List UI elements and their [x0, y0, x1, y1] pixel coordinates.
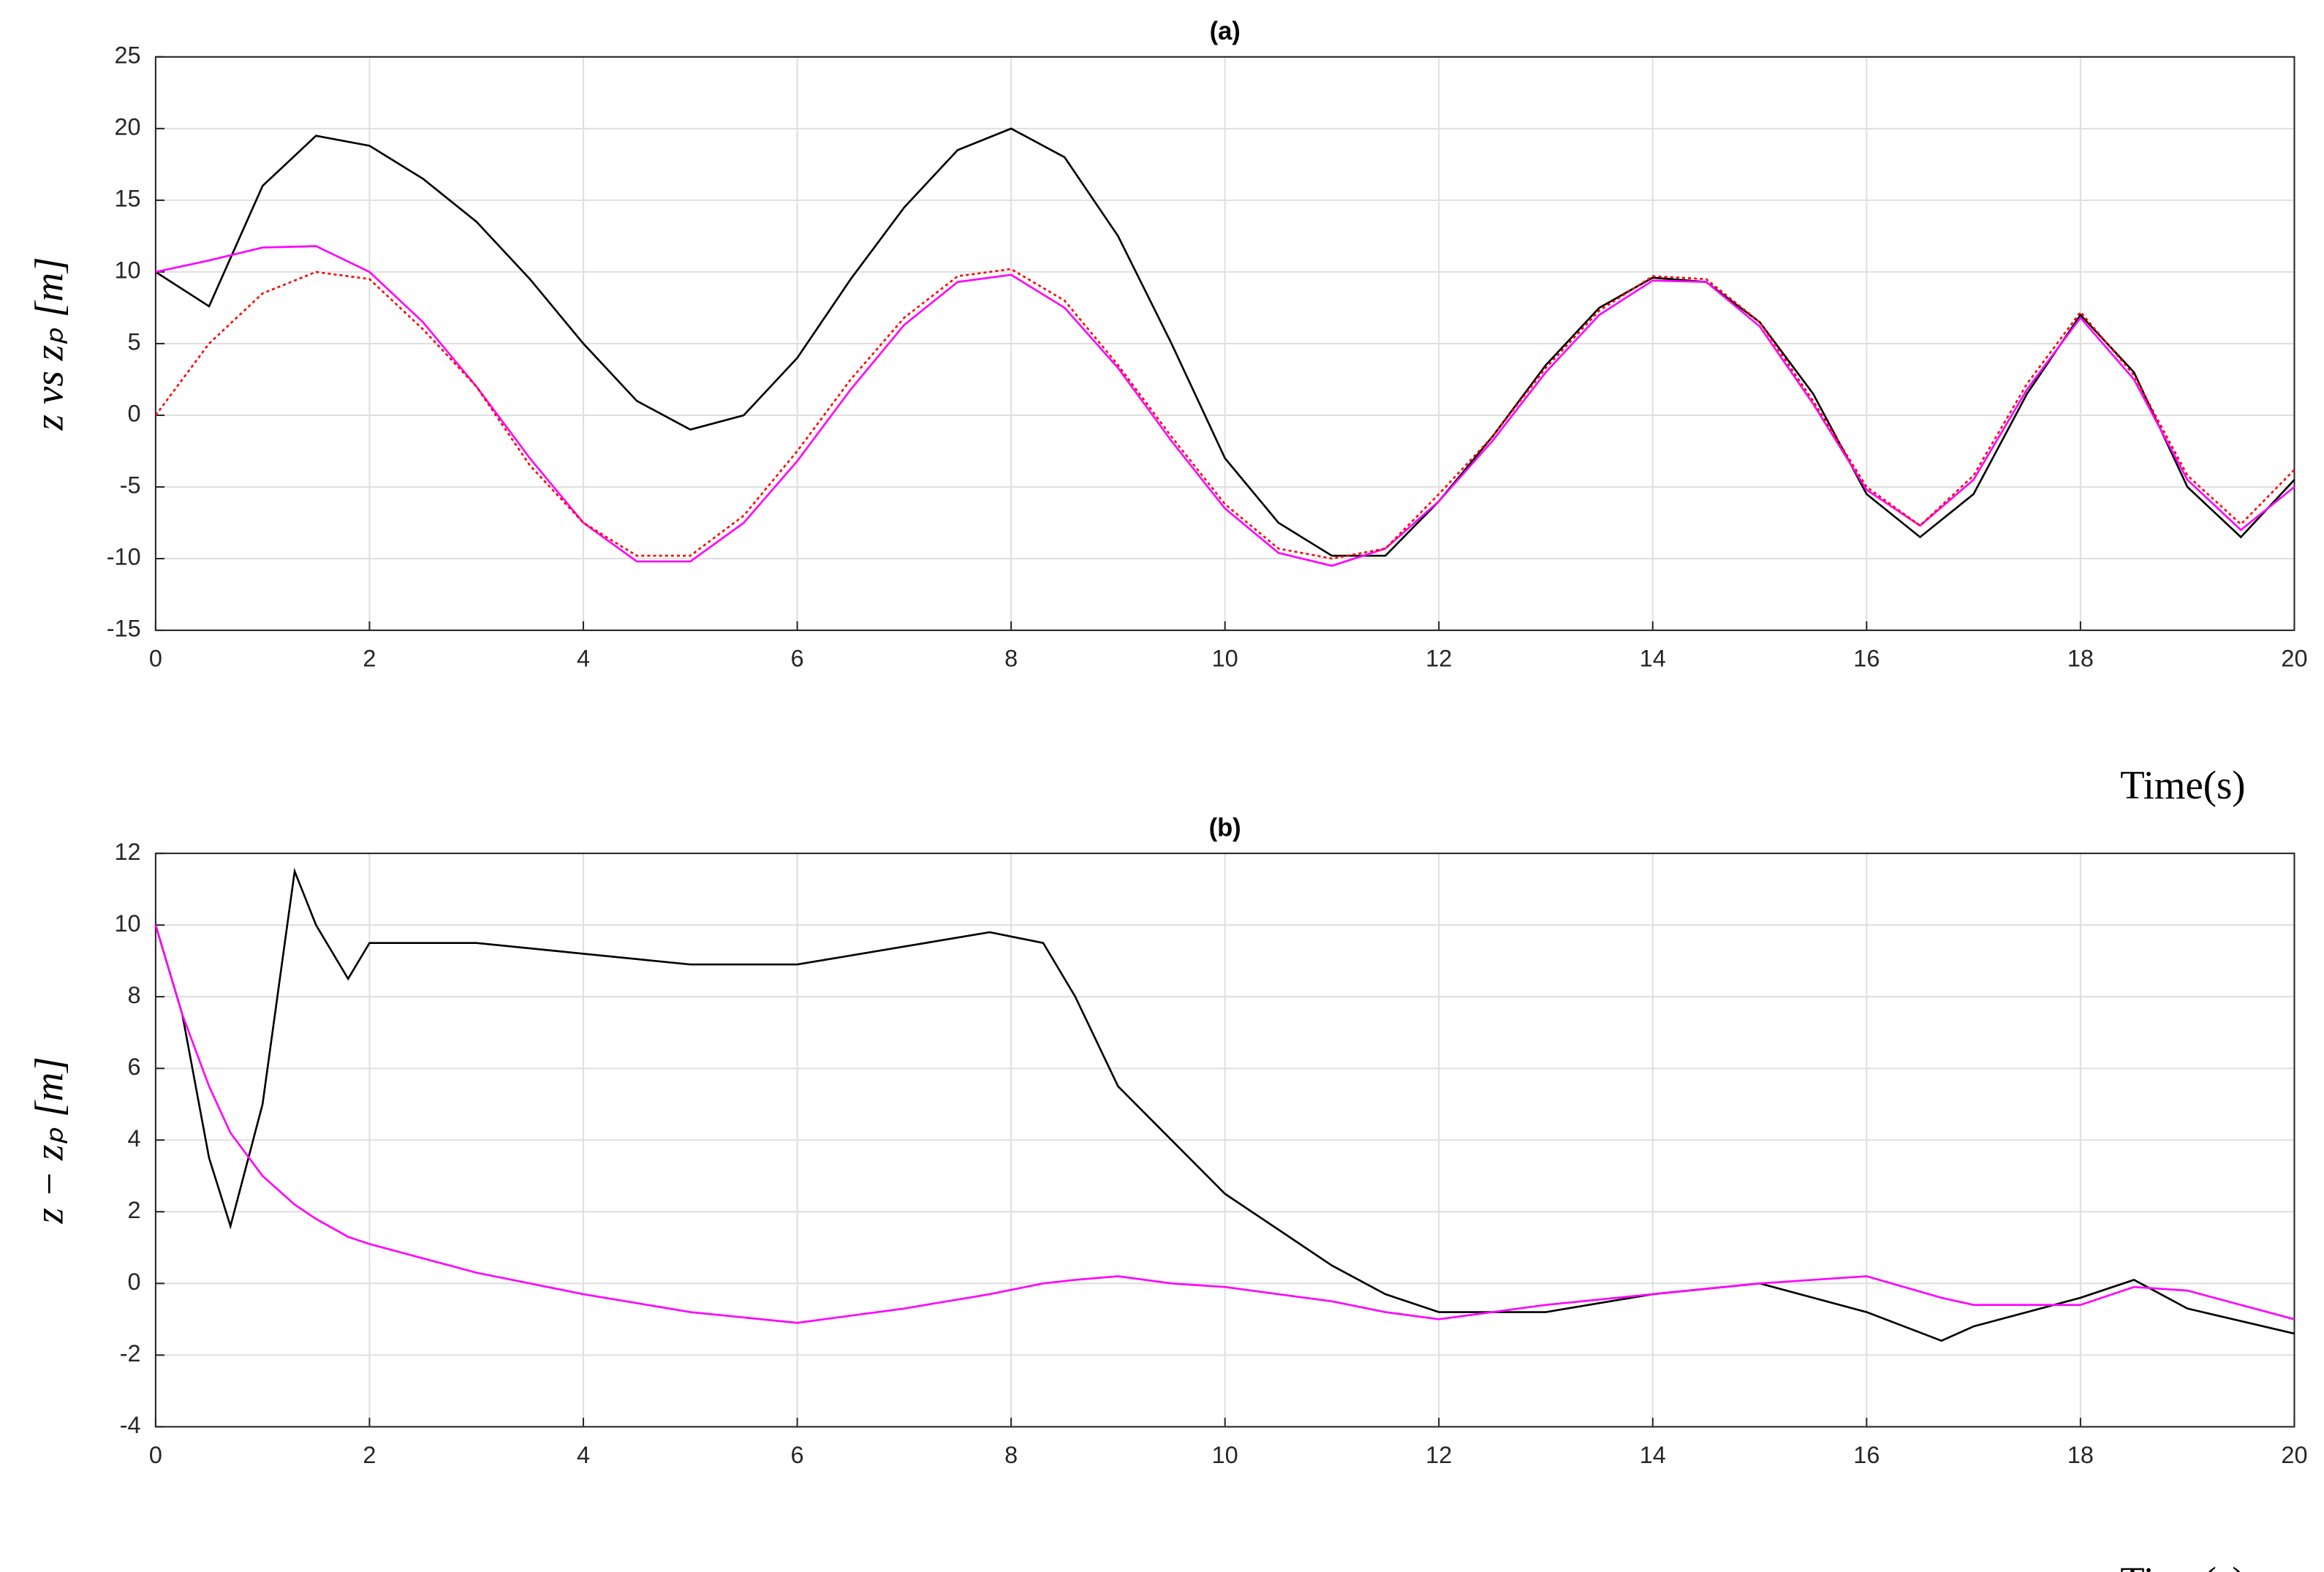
x-tick-label: 0	[149, 645, 162, 672]
data-line	[155, 127, 2295, 557]
y-tick-label: -2	[120, 1339, 141, 1367]
x-tick-label: 2	[363, 645, 376, 672]
y-tick-label: 6	[128, 1053, 141, 1080]
x-tick-label: 10	[1212, 1441, 1238, 1468]
y-tick-label: 5	[128, 328, 141, 355]
x-tick-label: 6	[791, 1441, 804, 1468]
x-tick-label: 0	[149, 1441, 162, 1468]
x-tick-label: 12	[1426, 645, 1452, 672]
x-tick-label: 20	[2281, 645, 2307, 672]
data-line	[155, 245, 2295, 567]
chart-title: (a)	[1210, 18, 1241, 45]
x-tick-label: 16	[1853, 645, 1880, 672]
y-tick-label: 0	[128, 399, 141, 426]
y-tick-label: -10	[107, 543, 141, 570]
data-line	[154, 268, 2295, 560]
x-tick-label: 14	[1640, 645, 1666, 672]
x-tick-label: 2	[363, 1441, 376, 1468]
y-tick-label: 10	[115, 256, 141, 283]
y-tick-label: -4	[120, 1411, 141, 1438]
x-axis-label: Time(s)	[2120, 1559, 2245, 1572]
plot-frame	[154, 853, 2295, 1428]
x-tick-label: 6	[791, 645, 804, 672]
y-tick-label: 8	[128, 981, 141, 1008]
y-tick-label: 20	[115, 113, 141, 140]
x-tick-label: 4	[577, 1441, 590, 1468]
y-tick-label: 25	[115, 41, 141, 68]
x-tick-label: 20	[2281, 1441, 2307, 1468]
y-tick-label: -15	[107, 615, 141, 642]
x-tick-label: 8	[1004, 645, 1018, 672]
chart-title: (b)	[1209, 814, 1241, 842]
x-axis-label: Time(s)	[2120, 763, 2245, 807]
x-tick-label: 4	[577, 645, 590, 672]
x-tick-label: 8	[1004, 1441, 1018, 1468]
y-tick-label: -5	[120, 471, 141, 498]
x-tick-label: 14	[1640, 1441, 1666, 1468]
data-line	[154, 924, 2295, 1324]
y-tick-label: 2	[128, 1196, 141, 1223]
x-tick-label: 10	[1212, 645, 1238, 672]
y-tick-label: 10	[115, 910, 141, 937]
y-tick-label: 0	[128, 1268, 141, 1295]
x-tick-label: 18	[2067, 1441, 2094, 1468]
x-tick-label: 16	[1853, 1441, 1880, 1468]
y-axis-label: z vs zₚ [m]	[27, 257, 72, 431]
x-tick-label: 18	[2067, 645, 2094, 672]
y-tick-label: 4	[128, 1125, 141, 1152]
x-tick-label: 12	[1426, 1441, 1452, 1468]
y-tick-label: 15	[115, 184, 141, 211]
y-axis-label: z − zₚ [m]	[27, 1057, 72, 1224]
plot-frame	[154, 56, 2295, 632]
y-tick-label: 12	[115, 838, 141, 865]
data-line	[154, 867, 2295, 1342]
